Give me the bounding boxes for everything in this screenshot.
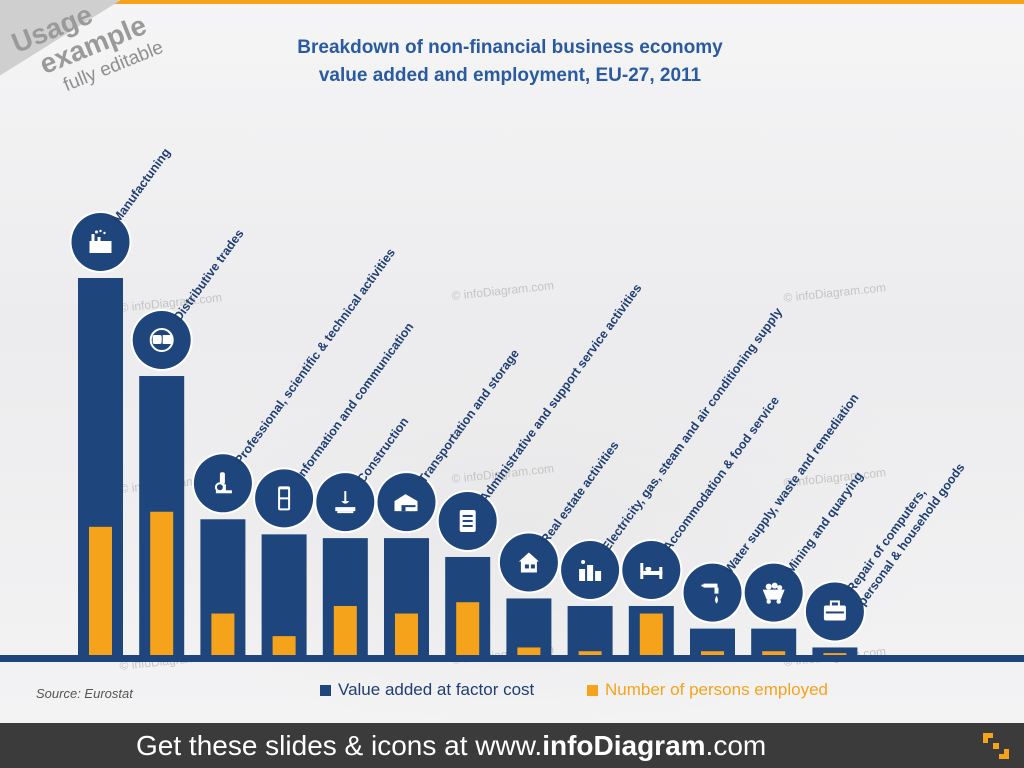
bar-employed-3 <box>272 636 296 655</box>
legend-swatch-value-added <box>320 684 331 696</box>
power-plant-icon <box>559 538 622 601</box>
bar-value-added-11 <box>751 628 797 655</box>
bar-chart: © infoDiagram.com © infoDiagram.com © info… <box>0 146 1024 673</box>
footer-brand: infoDiagram <box>542 730 706 761</box>
category-label-0: Manufactuning <box>110 146 174 226</box>
footer-suffix: .com <box>705 730 767 761</box>
category-icons <box>69 211 866 643</box>
watermark-1: © infoDiagram.com <box>451 278 555 303</box>
top-accent-bar <box>0 0 1024 4</box>
chart-title-line-1: Breakdown of non-financial business econ… <box>297 37 723 58</box>
bar-employed-5 <box>395 613 418 655</box>
bar-employed-7 <box>517 647 541 655</box>
bar-employed-12 <box>823 653 847 655</box>
water-tap-icon <box>681 561 744 624</box>
factory-icon <box>69 211 132 273</box>
source-note: Source: Eurostat <box>36 686 133 701</box>
microscope-icon <box>191 452 254 515</box>
category-label-6: Administrative and support service activ… <box>477 281 645 505</box>
footer-text: Get these slides & icons at www.infoDiag… <box>136 723 766 768</box>
bar-value-added-7 <box>506 598 552 655</box>
bars <box>78 278 858 655</box>
category-label-3: Information and communication <box>293 320 416 482</box>
category-label-1: Distributive trades <box>171 227 247 324</box>
legend-label-employed: Number of persons employed <box>605 680 829 699</box>
bar-employed-2 <box>211 613 235 655</box>
category-label-12-1: personal & household goods <box>855 461 968 609</box>
mobile-phone-icon <box>253 467 316 530</box>
bar-employed-11 <box>762 651 786 655</box>
legend-swatch-employed <box>587 684 598 696</box>
chart-title-line-2: value added and employment, EU-27, 2011 <box>318 65 702 86</box>
bar-employed-4 <box>333 605 357 655</box>
legend-label-value-added: Value added at factor cost <box>338 680 535 699</box>
bar-employed-6 <box>456 602 480 655</box>
bar-value-added-12 <box>812 647 858 655</box>
bar-value-added-10 <box>690 628 735 655</box>
clipboard-icon <box>436 489 499 552</box>
bar-employed-8 <box>578 651 602 655</box>
money-exchange-icon <box>130 309 193 372</box>
mine-cart-icon <box>742 561 805 624</box>
toolbox-icon <box>803 580 866 643</box>
category-label-7: Real estate activities <box>538 438 622 546</box>
chart-title: Breakdown of non-financial business econ… <box>250 34 770 90</box>
baseline <box>0 655 1024 662</box>
bar-value-added-3 <box>261 534 307 655</box>
bar-employed-10 <box>701 651 724 655</box>
bar-value-added-8 <box>567 605 613 655</box>
footer-banner: Get these slides & icons at www.infoDiag… <box>0 723 1024 768</box>
legend-value-added: Value added at factor cost <box>320 680 534 700</box>
bar-employed-9 <box>639 613 663 655</box>
bar-employed-1 <box>150 511 174 655</box>
hotel-bed-icon <box>620 538 683 601</box>
bar-employed-0 <box>89 526 112 655</box>
category-label-2: Professional, scientific & technical act… <box>232 246 398 467</box>
footer-prefix: Get these slides & icons at www. <box>136 730 543 761</box>
infodiagram-logo-icon <box>983 733 1009 759</box>
legend-employed: Number of persons employed <box>587 680 828 700</box>
watermark-2: © infoDiagram.com <box>783 280 887 305</box>
crane-icon <box>314 471 377 534</box>
house-icon <box>497 531 560 594</box>
warehouse-truck-icon <box>375 471 438 534</box>
